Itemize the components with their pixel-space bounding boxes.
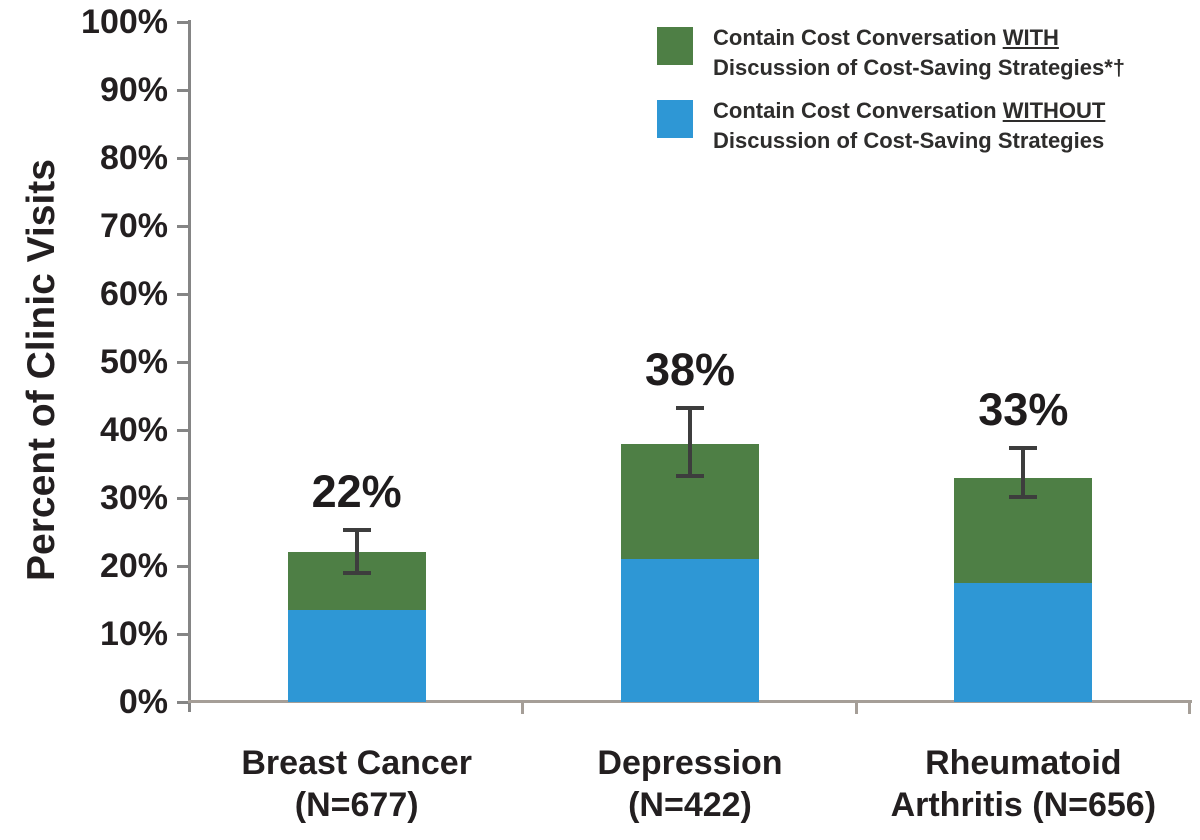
y-tick-mark — [177, 633, 190, 636]
x-axis-tick — [521, 700, 525, 714]
y-tick-mark — [177, 21, 190, 24]
x-axis-tick — [1188, 700, 1191, 714]
legend-line-2: Discussion of Cost-Saving Strategies*† — [713, 55, 1125, 80]
y-tick-label: 80% — [99, 139, 168, 177]
error-bar-cap-top — [1009, 445, 1038, 450]
legend: Contain Cost Conversation WITH Discussio… — [0, 0, 1200, 180]
legend-line-2: Discussion of Cost-Saving Strategies — [713, 128, 1105, 153]
y-axis-line — [188, 20, 191, 712]
y-tick-mark — [177, 361, 190, 364]
y-tick-mark — [177, 225, 190, 228]
error-bar-cap-bottom — [1009, 494, 1038, 499]
y-tick-mark — [177, 429, 190, 432]
x-category-label-line: Depression — [597, 744, 783, 782]
x-category-label-line: Rheumatoid — [925, 744, 1122, 782]
x-category-label: Rheumatoid Arthritis (N=656) — [857, 742, 1190, 826]
error-bar-cap-bottom — [342, 570, 371, 575]
error-bar-line — [688, 407, 692, 477]
legend-swatch-green — [657, 27, 693, 65]
y-tick-mark — [177, 701, 190, 704]
bar-segment-without — [621, 559, 759, 702]
x-category-label-line: Breast Cancer — [241, 744, 472, 782]
y-tick-label: 20% — [99, 547, 168, 585]
legend-line-1: Contain Cost Conversation WITH — [713, 25, 1059, 50]
x-axis-tick — [854, 700, 858, 714]
error-bar-line — [1021, 447, 1026, 497]
legend-item-with-strategies: Contain Cost Conversation WITH Discussio… — [657, 23, 1125, 83]
y-tick-mark — [177, 497, 190, 500]
y-tick-mark — [177, 565, 190, 568]
y-tick-label: 70% — [99, 207, 168, 245]
y-tick-label: 90% — [99, 71, 168, 109]
legend-item-without-strategies: Contain Cost Conversation WITHOUT Discus… — [657, 96, 1105, 156]
y-tick-mark — [177, 89, 190, 92]
y-tick-mark — [177, 293, 190, 296]
legend-swatch-blue — [657, 100, 693, 138]
bar-segment-without — [287, 610, 426, 702]
legend-label-with: Contain Cost Conversation WITH Discussio… — [713, 23, 1125, 83]
x-category-label-line: (N=422) — [628, 786, 752, 824]
x-category-label: Breast Cancer (N=677) — [190, 742, 523, 826]
bar-total-label: 33% — [978, 383, 1069, 435]
x-category-label-line: Arthritis (N=656) — [890, 786, 1157, 824]
legend-label-without: Contain Cost Conversation WITHOUT Discus… — [713, 96, 1105, 156]
bar-total-label: 38% — [644, 343, 736, 395]
y-tick-label: 0% — [118, 683, 168, 721]
error-bar-cap-bottom — [676, 474, 704, 479]
x-category-label-line: (N=677) — [294, 786, 419, 824]
legend-line-1: Contain Cost Conversation WITHOUT — [713, 98, 1106, 123]
x-category-label: Depression (N=422) — [523, 742, 856, 826]
y-tick-label: 30% — [99, 479, 168, 517]
error-bar-cap-top — [342, 527, 371, 532]
error-bar-cap-top — [676, 405, 704, 410]
y-tick-label: 100% — [81, 3, 168, 41]
error-bar-line — [354, 529, 359, 573]
bar-total-label: 22% — [311, 465, 402, 517]
y-tick-label: 10% — [99, 615, 168, 653]
y-tick-label: 60% — [99, 275, 168, 313]
y-tick-mark — [177, 157, 190, 160]
bar-segment-without — [954, 583, 1093, 702]
y-tick-label: 40% — [99, 411, 168, 449]
y-tick-label: 50% — [99, 343, 168, 381]
